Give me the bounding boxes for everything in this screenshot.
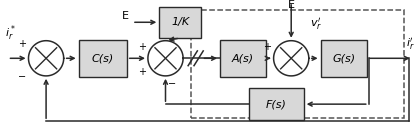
Text: −: − [18,72,26,82]
FancyBboxPatch shape [220,40,266,77]
Text: E: E [122,11,129,21]
FancyBboxPatch shape [159,7,201,38]
Text: −: − [168,79,176,89]
FancyBboxPatch shape [249,88,304,120]
Text: E: E [288,0,295,10]
Text: $v_r^{\prime}$: $v_r^{\prime}$ [310,16,322,32]
Text: C(s): C(s) [91,53,114,63]
Text: F(s): F(s) [266,99,287,109]
FancyBboxPatch shape [321,40,367,77]
Text: $i_r^*$: $i_r^*$ [5,23,16,43]
Text: +: + [138,42,146,52]
Text: A(s): A(s) [232,53,254,63]
Text: +: + [18,39,26,49]
FancyBboxPatch shape [79,40,127,77]
Text: +: + [138,67,146,77]
Text: G(s): G(s) [332,53,355,63]
Text: $i_r^{\prime}$: $i_r^{\prime}$ [406,36,415,52]
Text: 1/K: 1/K [171,17,189,27]
Text: +: + [264,42,272,52]
